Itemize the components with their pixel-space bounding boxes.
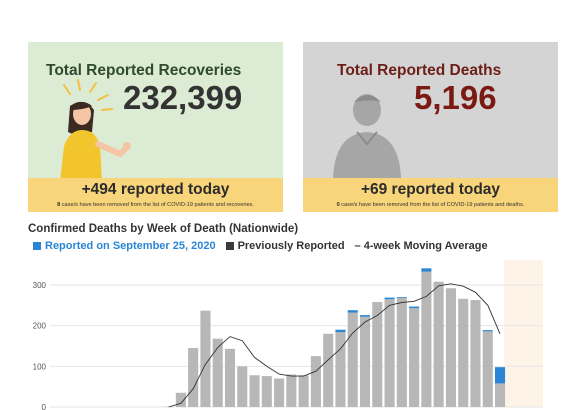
deceased-person-icon: [333, 94, 401, 178]
highlight-region: [504, 260, 543, 407]
deaths-today: +69 reported today: [360, 181, 501, 198]
recoveries-total: 232,399: [123, 79, 243, 116]
legend-prev-label: Previously Reported: [237, 240, 345, 252]
legend-new-label: Reported on September 25, 2020: [45, 240, 216, 252]
bar-reported-today: [335, 329, 346, 333]
deaths-title: Total Reported Deaths: [337, 62, 502, 79]
bar-previously-reported: [237, 366, 248, 407]
legend-new-swatch: [33, 242, 41, 250]
recoveries-title: Total Reported Recoveries: [46, 62, 242, 79]
bar-previously-reported: [458, 298, 469, 407]
bar-previously-reported: [286, 374, 297, 407]
recovered-person-icon: [60, 79, 131, 182]
bar-previously-reported: [347, 312, 358, 407]
recoveries-note-count: 8: [57, 202, 61, 208]
bar-previously-reported: [359, 316, 371, 407]
deaths-today-strip: +69 reported today 0 case/s have been re…: [303, 178, 558, 212]
y-tick-label: 200: [33, 322, 47, 331]
bar-previously-reported: [445, 288, 456, 407]
bar-reported-today: [347, 310, 358, 313]
legend-prev-swatch: [225, 242, 234, 250]
bar-reported-today: [384, 297, 395, 300]
bar-previously-reported: [274, 378, 285, 407]
deaths-note: 0 case/s have been removed from the list…: [303, 202, 558, 208]
deaths-card: Total Reported Deaths 5,196 +69 reported…: [303, 42, 558, 212]
bar-previously-reported: [470, 300, 481, 407]
legend-avg: – 4-week Moving Average: [355, 240, 488, 252]
bar-reported-today: [482, 330, 493, 332]
chart-legend: Reported on September 25, 2020 Previousl…: [33, 240, 498, 252]
bar-reported-today: [396, 297, 407, 299]
deaths-note-count: 0: [336, 202, 340, 208]
legend-new: Reported on September 25, 2020: [33, 240, 216, 252]
bar-previously-reported: [249, 375, 260, 407]
recoveries-today-strip: +494 reported today 8 case/s have been r…: [28, 178, 283, 212]
bar-previously-reported: [433, 281, 444, 407]
recoveries-card: Total Reported Recoveries 232,399 +494 r…: [28, 42, 283, 212]
recoveries-today: +494 reported today: [81, 181, 230, 198]
bar-previously-reported: [372, 302, 383, 407]
bar-previously-reported: [298, 375, 309, 407]
bar-previously-reported: [310, 356, 321, 407]
bar-reported-today: [359, 315, 371, 317]
bar-reported-today: [495, 367, 506, 384]
deaths-by-week-chart: 0 100 200 300: [33, 260, 543, 410]
bar-previously-reported: [212, 338, 223, 407]
bar-previously-reported: [175, 392, 186, 407]
bar-previously-reported: [224, 348, 236, 407]
bar-previously-reported: [396, 298, 407, 407]
y-tick-label: 100: [33, 362, 47, 371]
moving-average-line: [168, 283, 501, 408]
bar-reported-today: [421, 268, 432, 272]
bar-previously-reported: [188, 348, 199, 407]
bar-previously-reported: [335, 332, 346, 407]
deaths-total: 5,196: [414, 79, 497, 116]
recoveries-note-text: case/s have been removed from the list o…: [60, 202, 254, 208]
bar-previously-reported: [384, 299, 395, 407]
legend-avg-label: – 4-week Moving Average: [354, 240, 488, 252]
y-tick-label: 300: [33, 281, 47, 290]
bar-previously-reported: [482, 331, 493, 407]
bar-previously-reported: [323, 333, 334, 407]
bar-previously-reported: [421, 271, 432, 407]
bar-previously-reported: [409, 308, 420, 407]
bar-previously-reported: [261, 376, 272, 407]
bar-reported-today: [409, 306, 420, 309]
deaths-note-text: case/s have been removed from the list o…: [339, 202, 525, 208]
recoveries-note: 8 case/s have been removed from the list…: [28, 202, 283, 208]
chart-title: Confirmed Deaths by Week of Death (Natio…: [28, 223, 299, 235]
legend-prev: Previously Reported: [225, 240, 345, 252]
bar-previously-reported: [495, 383, 506, 407]
bar-previously-reported: [200, 310, 211, 407]
y-tick-label: 0: [42, 403, 47, 410]
